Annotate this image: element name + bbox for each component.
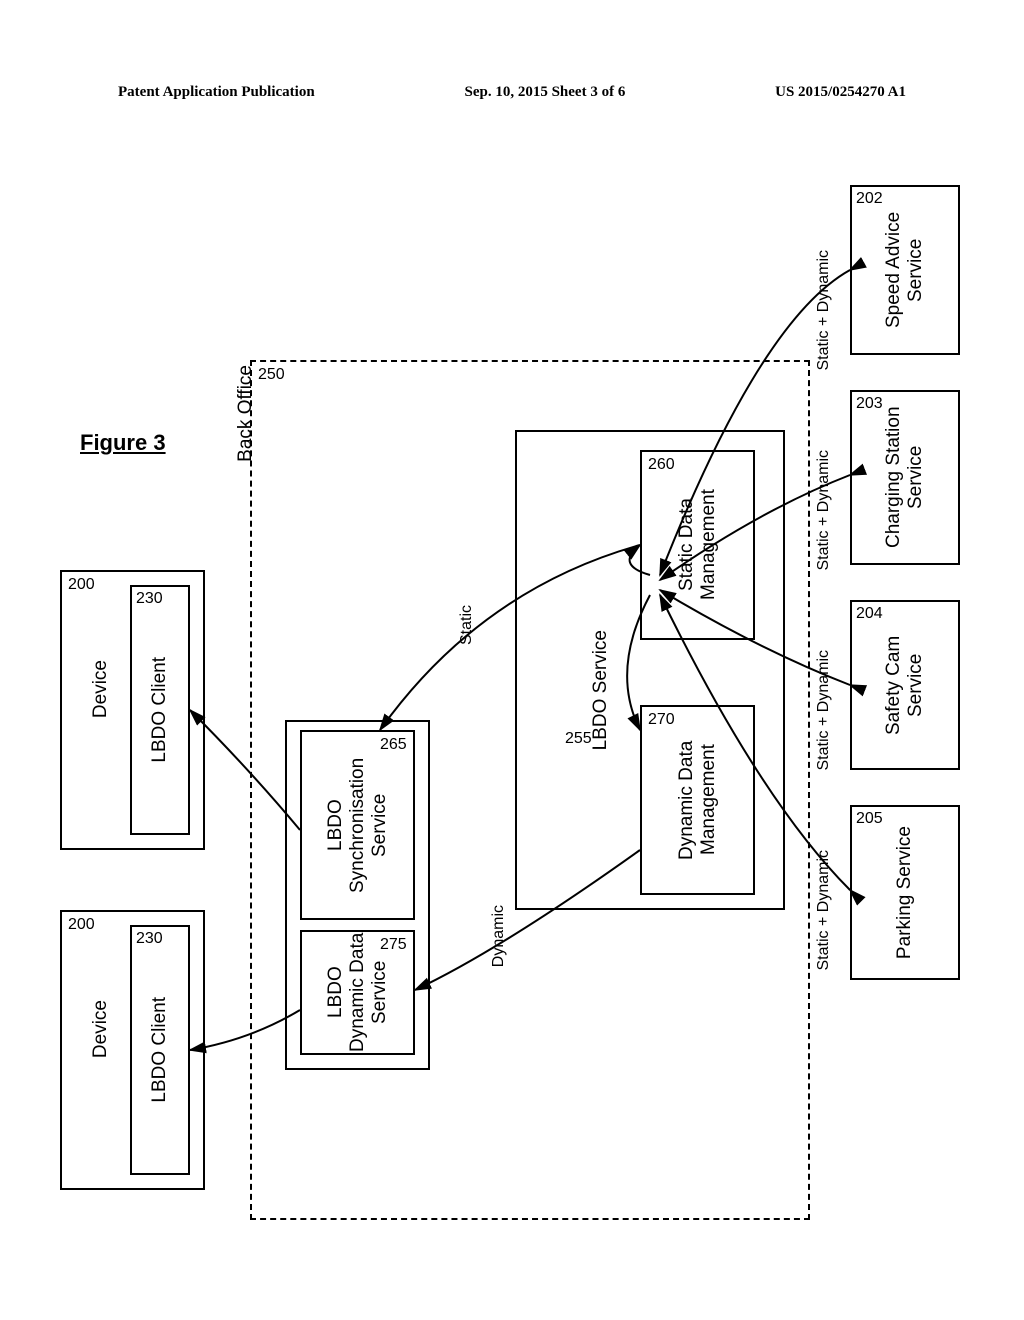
header-left: Patent Application Publication: [118, 84, 315, 101]
edge-label-dynamic: Dynamic: [490, 905, 508, 967]
edge-label-sd-1: Static + Dynamic: [815, 450, 833, 570]
lbdo-sync-label: LBDO Synchronisation Service: [325, 732, 391, 918]
lbdo-client-ref-1: 230: [136, 590, 163, 608]
dynamic-data-mgmt-label: Dynamic Data Management: [676, 707, 720, 893]
service-box-3: Parking Service: [850, 805, 960, 980]
lbdo-client-box-1: LBDO Client: [130, 585, 190, 835]
static-data-mgmt-box: Static Data Management: [640, 450, 755, 640]
figure-3: Figure 3 Back Office 250 LBDO Service 25…: [60, 170, 960, 1230]
page-header: Patent Application Publication Sep. 10, …: [0, 84, 1024, 101]
header-center: Sep. 10, 2015 Sheet 3 of 6: [464, 84, 625, 101]
lbdo-client-ref-2: 230: [136, 930, 163, 948]
service-label-1: Charging Station Service: [883, 392, 927, 563]
service-ref-0: 202: [856, 190, 883, 208]
service-box-1: Charging Station Service: [850, 390, 960, 565]
edge-label-sd-0: Static + Dynamic: [815, 250, 833, 370]
device-label-2: Device: [90, 1000, 112, 1058]
dynamic-data-mgmt-ref: 270: [648, 711, 675, 729]
service-ref-2: 204: [856, 605, 883, 623]
lbdo-service-label-text: LBDO Service: [590, 630, 611, 750]
service-label-3: Parking Service: [894, 826, 916, 959]
edge-label-static: Static: [458, 605, 476, 645]
service-box-2: Safety Cam Service: [850, 600, 960, 770]
lbdo-client-box-2: LBDO Client: [130, 925, 190, 1175]
header-right: US 2015/0254270 A1: [775, 84, 906, 101]
lbdo-sync-box: LBDO Synchronisation Service: [300, 730, 415, 920]
device-label-1: Device: [90, 660, 112, 718]
device-ref-1: 200: [68, 576, 95, 594]
service-label-0: Speed Advice Service: [883, 187, 927, 353]
lbdo-dyn-data-ref: 275: [380, 936, 407, 954]
lbdo-client-label-2: LBDO Client: [149, 997, 171, 1103]
static-data-mgmt-ref: 260: [648, 456, 675, 474]
back-office-label: Back Office: [235, 365, 257, 462]
figure-caption: Figure 3: [80, 430, 166, 456]
service-ref-3: 205: [856, 810, 883, 828]
lbdo-client-label-1: LBDO Client: [149, 657, 171, 763]
lbdo-sync-ref: 265: [380, 736, 407, 754]
back-office-ref: 250: [258, 366, 285, 384]
service-box-0: Speed Advice Service: [850, 185, 960, 355]
service-ref-1: 203: [856, 395, 883, 413]
service-label-2: Safety Cam Service: [883, 602, 927, 768]
lbdo-service-label: LBDO Service: [590, 630, 614, 750]
device-ref-2: 200: [68, 916, 95, 934]
lbdo-service-ref: 255: [565, 730, 592, 748]
dynamic-data-mgmt-box: Dynamic Data Management: [640, 705, 755, 895]
edge-label-sd-3: Static + Dynamic: [815, 850, 833, 970]
edge-label-sd-2: Static + Dynamic: [815, 650, 833, 770]
static-data-mgmt-label: Static Data Management: [676, 452, 720, 638]
